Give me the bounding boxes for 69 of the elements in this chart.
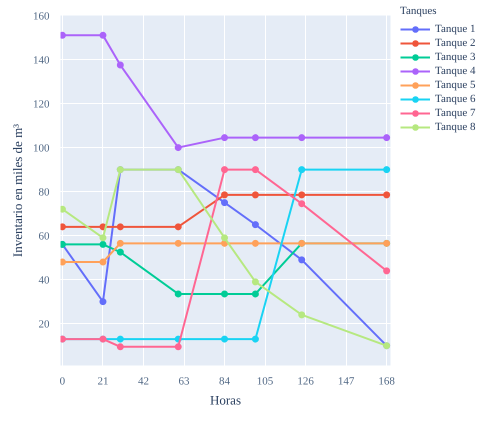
point bbox=[252, 221, 259, 228]
legend-label: Tanque 2 bbox=[435, 36, 476, 50]
point bbox=[221, 134, 228, 142]
point bbox=[252, 336, 259, 343]
point bbox=[99, 32, 106, 39]
point bbox=[252, 134, 259, 142]
y-tick-label: 60 bbox=[38, 230, 50, 243]
point bbox=[252, 191, 259, 198]
y-tick-label: 40 bbox=[38, 274, 50, 287]
point bbox=[252, 166, 259, 174]
legend-label: Tanque 4 bbox=[435, 64, 476, 78]
point bbox=[99, 298, 106, 306]
x-tick-label: 105 bbox=[256, 376, 274, 388]
point bbox=[116, 336, 124, 343]
point bbox=[298, 311, 306, 318]
point bbox=[252, 240, 259, 247]
point bbox=[174, 343, 182, 350]
x-tick-label: 126 bbox=[297, 376, 314, 388]
legend-title: Tanques bbox=[400, 5, 438, 17]
point bbox=[116, 240, 124, 247]
y-tick-label: 20 bbox=[38, 318, 50, 331]
legend-label: Tanque 6 bbox=[435, 92, 476, 106]
point bbox=[221, 234, 228, 242]
y-tick-label: 80 bbox=[38, 186, 50, 199]
point bbox=[221, 336, 228, 343]
point bbox=[174, 144, 182, 152]
legend-label: Tanque 7 bbox=[435, 106, 476, 120]
point bbox=[221, 166, 228, 174]
y-tick-label: 120 bbox=[33, 98, 50, 111]
point bbox=[298, 256, 306, 264]
point bbox=[221, 199, 228, 206]
point bbox=[221, 290, 228, 298]
point bbox=[116, 248, 124, 256]
y-tick-label: 160 bbox=[33, 10, 50, 22]
point bbox=[99, 258, 106, 266]
x-tick-label: 168 bbox=[378, 376, 396, 388]
point bbox=[116, 62, 124, 69]
y-axis-title: Inventario en miles de m³ bbox=[10, 124, 25, 258]
point bbox=[252, 290, 259, 298]
point bbox=[298, 134, 306, 142]
point bbox=[99, 234, 106, 242]
point bbox=[383, 166, 390, 174]
point bbox=[383, 134, 390, 142]
point bbox=[221, 191, 228, 198]
x-tick-label: 147 bbox=[338, 376, 355, 388]
point bbox=[174, 223, 182, 230]
y-tick-label: 100 bbox=[33, 142, 50, 155]
point bbox=[116, 343, 124, 350]
point bbox=[116, 223, 124, 230]
point bbox=[174, 240, 182, 247]
point bbox=[298, 166, 306, 174]
point bbox=[174, 290, 182, 298]
y-tick-label: 140 bbox=[33, 54, 50, 67]
x-axis-title: Horas bbox=[210, 392, 242, 408]
point bbox=[99, 240, 106, 248]
x-tick-label: 42 bbox=[138, 376, 149, 388]
legend-label: Tanque 8 bbox=[435, 120, 476, 134]
legend-label: Tanque 5 bbox=[435, 78, 476, 92]
x-tick-label: 63 bbox=[178, 376, 190, 388]
x-tick-label: 21 bbox=[97, 376, 108, 388]
x-tick-label: 0 bbox=[60, 376, 66, 388]
point bbox=[383, 267, 390, 274]
point bbox=[252, 278, 259, 286]
point bbox=[298, 200, 306, 208]
point bbox=[383, 191, 390, 198]
point bbox=[298, 191, 306, 198]
x-tick-label: 84 bbox=[219, 376, 231, 388]
legend-label: Tanque 1 bbox=[435, 22, 476, 36]
legend-label: Tanque 3 bbox=[435, 50, 476, 64]
